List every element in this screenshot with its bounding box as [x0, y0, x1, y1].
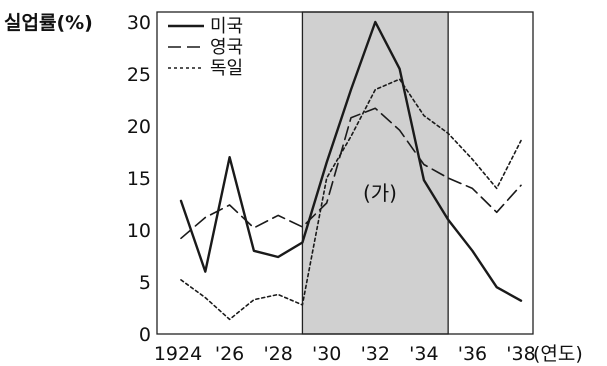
x-tick-label: '32: [361, 343, 390, 365]
x-tick-label: '26: [215, 343, 244, 365]
series-line-dashed: [180, 107, 522, 240]
plot-frame: [156, 11, 534, 335]
legend-label: 미국: [210, 16, 243, 37]
y-tick-label: 10: [127, 220, 151, 242]
x-tick-label: '28: [263, 343, 292, 365]
y-tick-label: 5: [139, 272, 151, 294]
x-axis-ticks: 1924 '26 '28 '30 '32 '34 '36 '38: [154, 343, 536, 365]
series-line-dotted: [180, 78, 522, 321]
legend-label: 영국: [210, 37, 243, 58]
shaded-region-label: (가): [363, 181, 397, 205]
series-line-solid: [179, 20, 523, 302]
y-tick-label: 30: [127, 12, 151, 34]
legend-label: 독일: [210, 58, 243, 79]
y-tick-label: 15: [127, 168, 151, 190]
x-tick-label: '36: [458, 343, 487, 365]
y-tick-label: 25: [127, 64, 151, 86]
y-tick-label: 20: [127, 116, 151, 138]
y-tick-label: 0: [139, 324, 151, 346]
x-axis-unit-label: (연도): [533, 343, 583, 365]
x-tick-label: '38: [506, 343, 535, 365]
x-tick-label: 1924: [154, 343, 202, 365]
x-tick-label: '30: [312, 343, 341, 365]
y-axis-ticks: 0 5 10 15 20 25 30: [127, 12, 151, 346]
y-axis-label: 실업률(%): [4, 12, 93, 34]
series-layer: [179, 20, 523, 321]
shaded-period: [301, 11, 449, 335]
x-tick-label: '34: [409, 343, 438, 365]
